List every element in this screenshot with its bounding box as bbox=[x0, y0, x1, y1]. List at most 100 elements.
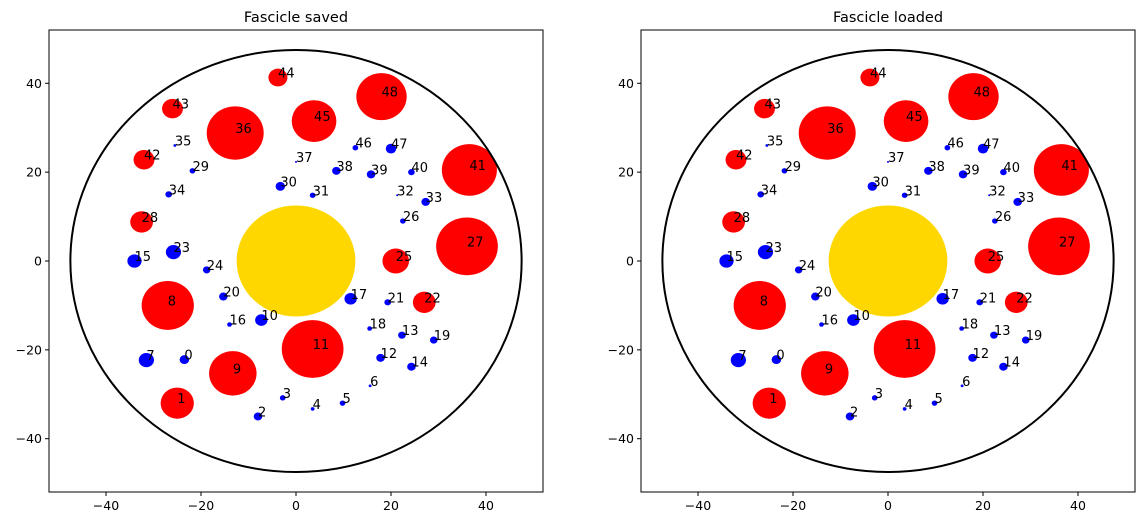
x-tick-label: −20 bbox=[188, 498, 214, 513]
axon-label: 44 bbox=[278, 67, 295, 82]
axon-marker bbox=[295, 160, 297, 163]
axon-marker bbox=[725, 149, 747, 170]
axon-label: 47 bbox=[391, 138, 408, 153]
axon-label: 6 bbox=[962, 375, 970, 390]
axon-label: 15 bbox=[727, 250, 744, 265]
x-tick-label: −20 bbox=[780, 498, 806, 513]
axon-label: 36 bbox=[827, 122, 844, 137]
axon-marker bbox=[368, 384, 372, 388]
axon-marker bbox=[1033, 144, 1089, 196]
axon-label: 13 bbox=[402, 324, 419, 339]
axon-label: 10 bbox=[853, 309, 870, 324]
axon-label: 34 bbox=[761, 183, 778, 198]
x-tick-label: −40 bbox=[93, 498, 119, 513]
axon-label: 29 bbox=[784, 160, 801, 175]
axon-marker bbox=[162, 98, 183, 119]
nerve-center bbox=[236, 205, 356, 317]
axon-label: 13 bbox=[994, 324, 1011, 339]
axon-marker bbox=[352, 145, 359, 151]
axon-label: 39 bbox=[371, 163, 388, 178]
axon-marker bbox=[1000, 169, 1007, 176]
axon-marker bbox=[901, 192, 908, 198]
axon-marker bbox=[845, 412, 855, 421]
axon-marker bbox=[757, 191, 765, 198]
axon-label: 23 bbox=[765, 241, 782, 256]
axon-label: 11 bbox=[313, 338, 330, 353]
axon-marker bbox=[781, 168, 788, 174]
axon-label: 26 bbox=[403, 210, 420, 225]
axon-label: 35 bbox=[767, 135, 784, 150]
axon-marker bbox=[141, 280, 194, 330]
axon-marker bbox=[291, 100, 337, 142]
axon-marker bbox=[801, 351, 849, 396]
axon-label: 4 bbox=[905, 398, 913, 413]
axon-label: 11 bbox=[905, 338, 922, 353]
axon-marker bbox=[165, 191, 173, 198]
axon-label: 24 bbox=[207, 259, 224, 274]
axon-marker bbox=[165, 245, 182, 260]
axon-marker bbox=[752, 387, 786, 419]
axon-marker bbox=[1028, 217, 1090, 276]
y-tick-label: −40 bbox=[16, 431, 42, 446]
axon-marker bbox=[988, 194, 991, 197]
axon-label: 12 bbox=[381, 347, 398, 362]
axon-label: 8 bbox=[168, 294, 176, 309]
axon-marker bbox=[902, 407, 907, 411]
axon-marker bbox=[268, 68, 288, 87]
axon-label: 28 bbox=[142, 211, 159, 226]
axon-marker bbox=[958, 170, 968, 179]
axon-marker bbox=[202, 266, 211, 274]
axon-label: 30 bbox=[872, 175, 889, 190]
axon-marker bbox=[385, 143, 397, 154]
axon-label: 36 bbox=[235, 122, 252, 137]
axon-marker bbox=[400, 218, 406, 224]
axon-label: 27 bbox=[467, 235, 484, 250]
axon-label: 26 bbox=[995, 210, 1012, 225]
axon-marker bbox=[960, 384, 964, 388]
axon-marker bbox=[356, 73, 407, 121]
axon-label: 46 bbox=[355, 137, 372, 152]
axon-label: 29 bbox=[192, 160, 209, 175]
axon-label: 43 bbox=[765, 98, 782, 113]
axon-marker bbox=[959, 326, 964, 331]
axon-label: 40 bbox=[1003, 161, 1020, 176]
axon-marker bbox=[887, 160, 889, 163]
axon-label: 45 bbox=[314, 110, 331, 125]
axon-marker bbox=[992, 218, 998, 224]
axon-marker bbox=[719, 254, 734, 268]
x-tick-label: 40 bbox=[1070, 498, 1086, 513]
y-tick-label: 40 bbox=[26, 76, 42, 91]
axon-label: 16 bbox=[822, 314, 839, 329]
axon-marker bbox=[811, 292, 820, 301]
axon-label: 43 bbox=[173, 98, 190, 113]
y-tick-label: −20 bbox=[16, 342, 42, 357]
axon-marker bbox=[771, 355, 782, 365]
axon-label: 40 bbox=[411, 161, 428, 176]
axon-label: 33 bbox=[1018, 191, 1035, 206]
axon-marker bbox=[332, 166, 341, 175]
axon-marker bbox=[931, 400, 938, 406]
axon-label: 0 bbox=[184, 349, 192, 364]
axon-marker bbox=[436, 217, 498, 276]
axon-label: 48 bbox=[974, 86, 991, 101]
axon-marker bbox=[722, 211, 746, 233]
axon-marker bbox=[765, 144, 769, 147]
axon-label: 34 bbox=[169, 183, 186, 198]
axon-label: 7 bbox=[738, 349, 746, 364]
axon-label: 8 bbox=[760, 294, 768, 309]
axon-label: 38 bbox=[928, 160, 945, 175]
axon-marker bbox=[974, 248, 1002, 274]
axon-marker bbox=[1013, 197, 1022, 206]
axon-label: 27 bbox=[1059, 235, 1076, 250]
axon-marker bbox=[944, 145, 951, 151]
axon-marker bbox=[133, 149, 155, 170]
axon-label: 1 bbox=[769, 392, 777, 407]
axon-marker bbox=[279, 395, 286, 401]
axon-marker bbox=[255, 314, 268, 326]
y-tick-label: 40 bbox=[618, 76, 634, 91]
axon-marker bbox=[253, 412, 263, 421]
axon-label: 2 bbox=[258, 405, 266, 420]
